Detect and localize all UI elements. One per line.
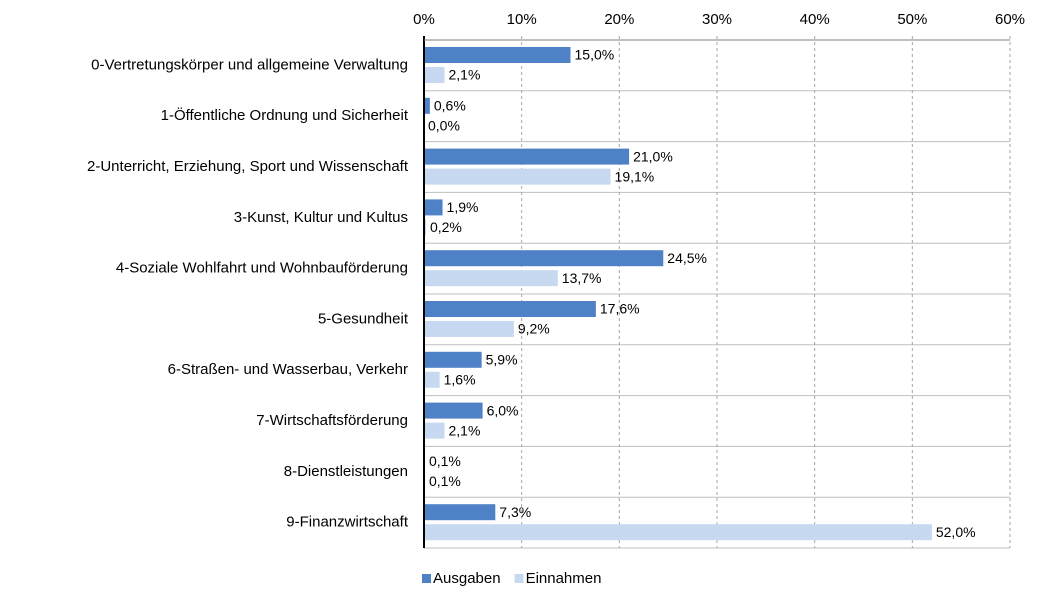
value-label: 19,1%: [615, 168, 655, 184]
bar: [424, 168, 611, 185]
value-label: 2,1%: [449, 67, 481, 83]
bar: [424, 250, 664, 267]
y-tick-label: 8-Dienstleistungen: [284, 463, 408, 480]
bar: [424, 301, 596, 317]
legend-swatch: [514, 574, 524, 583]
value-label: 21,0%: [633, 148, 673, 164]
bar: [424, 321, 514, 337]
value-label: 0,1%: [429, 473, 461, 489]
legend-swatch: [422, 574, 431, 583]
value-label: 13,7%: [562, 270, 602, 286]
bar: [424, 402, 483, 419]
y-tick-label: 1-Öffentliche Ordnung und Sicherheit: [161, 106, 409, 124]
value-label: 0,2%: [430, 219, 462, 235]
bar: [424, 504, 496, 521]
y-tick-label: 3-Kunst, Kultur und Kultus: [234, 209, 408, 226]
value-label: 24,5%: [667, 250, 707, 266]
x-tick-label: 10%: [507, 11, 537, 28]
x-tick-label: 0%: [413, 11, 435, 28]
legend-label: Ausgaben: [433, 570, 501, 587]
y-tick-label: 7-Wirtschaftsförderung: [256, 412, 408, 429]
bar: [424, 351, 482, 368]
bar: [424, 270, 558, 287]
value-label: 1,6%: [444, 372, 476, 388]
bar: [424, 199, 443, 216]
y-tick-label: 4-Soziale Wohlfahrt und Wohnbauförderung: [116, 260, 408, 277]
value-label: 5,9%: [486, 352, 518, 368]
value-label: 52,0%: [936, 524, 976, 540]
y-tick-label: 5-Gesundheit: [318, 310, 409, 327]
x-tick-label: 50%: [897, 11, 927, 28]
bar: [424, 148, 630, 165]
value-label: 6,0%: [487, 402, 519, 418]
bar: [424, 422, 445, 439]
x-tick-label: 40%: [800, 11, 830, 28]
bar: [424, 67, 445, 83]
x-tick-label: 20%: [604, 11, 634, 28]
legend-label: Einnahmen: [526, 570, 602, 587]
value-label: 15,0%: [575, 47, 615, 63]
value-label: 0,1%: [429, 453, 461, 469]
x-tick-label: 30%: [702, 11, 732, 28]
bar: [424, 524, 932, 541]
value-label: 9,2%: [518, 321, 550, 337]
y-tick-label: 6-Straßen- und Wasserbau, Verkehr: [168, 361, 408, 378]
value-label: 0,0%: [428, 118, 460, 134]
y-tick-label: 2-Unterricht, Erziehung, Sport und Wisse…: [87, 158, 409, 175]
bar: [424, 47, 571, 63]
value-label: 1,9%: [447, 199, 479, 215]
x-tick-label: 60%: [995, 11, 1025, 28]
value-label: 0,6%: [434, 98, 466, 114]
value-label: 17,6%: [600, 301, 640, 317]
value-label: 2,1%: [449, 422, 481, 438]
bar: [424, 97, 430, 114]
y-tick-label: 0-Vertretungskörper und allgemeine Verwa…: [91, 56, 408, 73]
y-tick-label: 9-Finanzwirtschaft: [286, 514, 409, 531]
bar: [424, 371, 440, 388]
value-label: 7,3%: [499, 504, 531, 520]
